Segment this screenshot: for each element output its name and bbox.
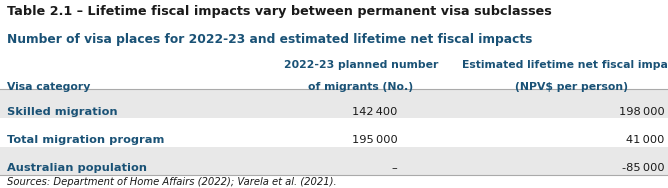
Text: 2022-23 planned number: 2022-23 planned number — [283, 60, 438, 70]
Text: Estimated lifetime net fiscal impact: Estimated lifetime net fiscal impact — [462, 60, 668, 70]
Text: 142 400: 142 400 — [352, 107, 397, 117]
Text: Table 2.1 – Lifetime fiscal impacts vary between permanent visa subclasses: Table 2.1 – Lifetime fiscal impacts vary… — [7, 5, 551, 18]
Text: Total migration program: Total migration program — [7, 135, 164, 145]
Text: 198 000: 198 000 — [619, 107, 665, 117]
Bar — [0, 89, 668, 118]
Text: 195 000: 195 000 — [352, 135, 397, 145]
Text: -85 000: -85 000 — [622, 163, 665, 173]
Text: Visa category: Visa category — [7, 82, 90, 92]
Text: of migrants (No.): of migrants (No.) — [308, 82, 413, 92]
Text: Number of visa places for 2022-23 and estimated lifetime net fiscal impacts: Number of visa places for 2022-23 and es… — [7, 33, 532, 46]
Text: Skilled migration: Skilled migration — [7, 107, 118, 117]
Text: (NPV$ per person): (NPV$ per person) — [514, 82, 628, 92]
Text: Sources: Department of Home Affairs (2022); Varela et al. (2021).: Sources: Department of Home Affairs (202… — [7, 177, 336, 187]
Text: –: – — [391, 163, 397, 173]
Bar — [0, 147, 668, 176]
Text: 41 000: 41 000 — [627, 135, 665, 145]
Text: Australian population: Australian population — [7, 163, 147, 173]
